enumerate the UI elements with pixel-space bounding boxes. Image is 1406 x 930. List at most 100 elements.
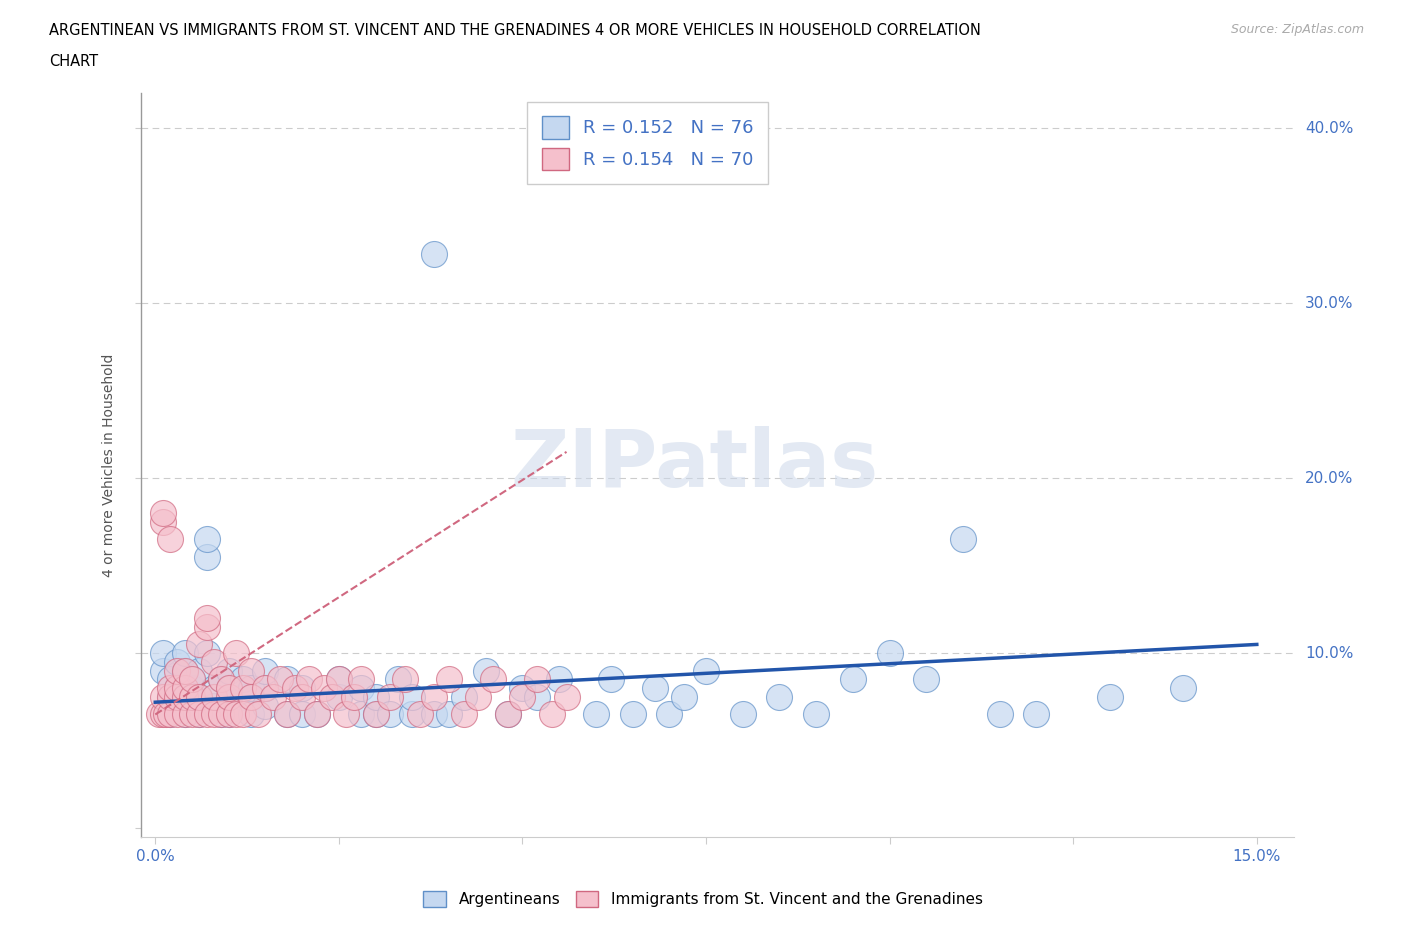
Point <box>166 698 188 713</box>
Point <box>658 707 681 722</box>
Point <box>276 707 298 722</box>
Point <box>218 689 240 704</box>
Point <box>321 689 343 704</box>
Legend: R = 0.152   N = 76, R = 0.154   N = 70: R = 0.152 N = 76, R = 0.154 N = 70 <box>527 102 768 184</box>
Point <box>173 663 195 678</box>
Point <box>159 672 181 687</box>
Point <box>695 663 717 678</box>
Point <box>181 672 204 687</box>
Point <box>218 707 240 722</box>
Point <box>364 707 387 722</box>
Point <box>621 707 644 722</box>
Point <box>225 645 247 660</box>
Point <box>380 689 402 704</box>
Point <box>842 672 865 687</box>
Point <box>152 506 174 521</box>
Point <box>148 707 170 722</box>
Point <box>209 707 232 722</box>
Point <box>408 707 430 722</box>
Point <box>387 672 409 687</box>
Point <box>188 689 211 704</box>
Point <box>188 689 211 704</box>
Point <box>350 707 373 722</box>
Point <box>181 698 204 713</box>
Text: 10.0%: 10.0% <box>1305 645 1354 660</box>
Point <box>474 663 496 678</box>
Point <box>364 707 387 722</box>
Point <box>350 681 373 696</box>
Point <box>314 681 336 696</box>
Legend: Argentineans, Immigrants from St. Vincent and the Grenadines: Argentineans, Immigrants from St. Vincen… <box>418 884 988 913</box>
Point <box>512 689 534 704</box>
Point <box>364 689 387 704</box>
Point <box>437 672 460 687</box>
Point <box>731 707 754 722</box>
Point <box>276 707 298 722</box>
Point <box>181 681 204 696</box>
Point <box>482 672 505 687</box>
Point <box>181 672 204 687</box>
Point <box>166 689 188 704</box>
Point <box>806 707 828 722</box>
Point <box>225 707 247 722</box>
Point <box>291 681 314 696</box>
Point <box>195 611 218 626</box>
Point <box>254 681 277 696</box>
Point <box>218 663 240 678</box>
Point <box>380 707 402 722</box>
Text: 40.0%: 40.0% <box>1305 121 1354 136</box>
Point <box>548 672 571 687</box>
Point <box>1098 689 1121 704</box>
Point <box>305 707 328 722</box>
Point <box>540 707 562 722</box>
Point <box>159 532 181 547</box>
Point <box>423 707 446 722</box>
Point <box>195 619 218 634</box>
Point <box>195 550 218 565</box>
Point <box>262 689 284 704</box>
Point <box>202 689 225 704</box>
Point <box>195 645 218 660</box>
Text: CHART: CHART <box>49 54 98 69</box>
Point <box>585 707 607 722</box>
Y-axis label: 4 or more Vehicles in Household: 4 or more Vehicles in Household <box>103 353 117 577</box>
Point <box>672 689 695 704</box>
Point <box>232 681 254 696</box>
Point <box>155 707 177 722</box>
Point <box>152 663 174 678</box>
Point <box>453 707 475 722</box>
Point <box>496 707 519 722</box>
Point <box>202 655 225 670</box>
Point <box>401 689 423 704</box>
Point <box>188 707 211 722</box>
Point <box>218 681 240 696</box>
Point <box>555 689 578 704</box>
Point <box>276 672 298 687</box>
Point <box>188 637 211 652</box>
Point <box>239 689 262 704</box>
Point <box>328 672 350 687</box>
Point <box>166 681 188 696</box>
Point <box>284 681 307 696</box>
Point <box>202 707 225 722</box>
Point <box>328 672 350 687</box>
Point <box>173 645 195 660</box>
Text: Source: ZipAtlas.com: Source: ZipAtlas.com <box>1230 23 1364 36</box>
Point <box>1173 681 1195 696</box>
Point <box>159 707 181 722</box>
Point <box>644 681 666 696</box>
Point <box>166 707 188 722</box>
Point <box>599 672 621 687</box>
Point <box>350 672 373 687</box>
Point <box>209 707 232 722</box>
Point <box>166 655 188 670</box>
Point <box>159 689 181 704</box>
Point <box>232 689 254 704</box>
Point <box>254 681 277 696</box>
Point <box>232 672 254 687</box>
Point <box>526 689 548 704</box>
Point <box>1025 707 1047 722</box>
Point <box>209 672 232 687</box>
Point <box>496 707 519 722</box>
Point <box>159 707 181 722</box>
